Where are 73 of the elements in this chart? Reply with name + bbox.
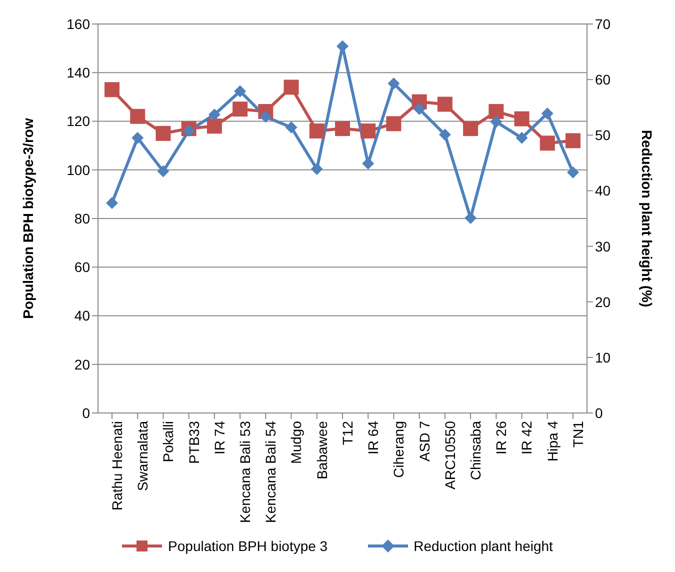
x-tick-label: Hipa 4 xyxy=(544,420,560,462)
y2-tick-label: 0 xyxy=(595,404,603,421)
point xyxy=(388,77,400,90)
x-tick-label: IR 74 xyxy=(211,420,228,454)
x-tick-label: Rathu Heenati xyxy=(108,421,125,511)
x-tick-label: IR 64 xyxy=(365,420,382,454)
point xyxy=(490,116,502,128)
y-axis-title: Population BPH biotype-3/row xyxy=(20,118,36,319)
y2-tick-label: 70 xyxy=(595,16,611,32)
x-tick-label: Kencana Bali 53 xyxy=(236,420,253,523)
x-tick-label: Pokalli xyxy=(160,421,176,462)
point xyxy=(234,85,246,98)
point xyxy=(232,102,248,117)
x-tick-label: ARC10550 xyxy=(442,420,458,490)
point xyxy=(285,121,298,134)
point xyxy=(360,123,376,138)
x-tick-label: Swarnalata xyxy=(134,420,151,492)
point xyxy=(206,118,222,134)
point xyxy=(386,116,402,132)
y2-tick-label: 50 xyxy=(595,127,611,144)
y2-axis-title: Reduction plant height (%) xyxy=(639,130,656,308)
y2-tick-label: 60 xyxy=(595,72,611,88)
x-tick-label: PTB33 xyxy=(186,420,202,464)
y-tick-label: 20 xyxy=(74,356,90,372)
point xyxy=(488,104,504,120)
point xyxy=(516,132,528,144)
point xyxy=(540,136,555,151)
y-tick-label: 140 xyxy=(66,64,90,81)
point xyxy=(260,110,272,123)
x-tick-label: Chinsaba xyxy=(467,420,484,480)
point xyxy=(156,126,171,141)
point xyxy=(514,111,530,126)
y2-tick-label: 10 xyxy=(595,349,611,366)
y-tick-label: 160 xyxy=(66,16,90,32)
point xyxy=(132,132,144,144)
point xyxy=(464,212,477,224)
y-tick-label: 0 xyxy=(82,404,90,421)
y2-tick-label: 40 xyxy=(595,182,611,199)
point xyxy=(438,128,451,141)
point xyxy=(104,82,120,98)
legend-label: Population BPH biotype 3 xyxy=(168,538,328,554)
point xyxy=(182,124,195,137)
x-tick-label: Ciherang xyxy=(390,421,407,478)
x-tick-label: T12 xyxy=(339,420,356,446)
x-tick-label: Babawee xyxy=(314,420,330,480)
y-tick-label: 100 xyxy=(66,162,90,178)
point xyxy=(335,121,350,136)
point xyxy=(567,166,579,178)
point xyxy=(413,103,426,116)
y-tick-label: 40 xyxy=(74,308,90,324)
y-tick-label: 120 xyxy=(66,113,90,130)
point xyxy=(284,80,299,95)
point xyxy=(310,163,323,176)
point xyxy=(208,108,220,121)
point xyxy=(463,121,478,136)
x-tick-label: ASD 7 xyxy=(416,420,432,462)
point xyxy=(309,123,324,138)
y-tick-label: 60 xyxy=(74,259,90,276)
x-tick-label: Kencana Bali 54 xyxy=(262,420,279,523)
x-tick-label: IR 26 xyxy=(493,420,510,454)
point xyxy=(541,107,554,120)
y2-tick-label: 30 xyxy=(595,238,611,254)
point xyxy=(437,96,452,112)
point xyxy=(106,196,118,209)
y-tick-label: 80 xyxy=(74,210,90,226)
point xyxy=(157,165,170,178)
legend-label: Reduction plant height xyxy=(414,538,553,554)
y2-tick-label: 20 xyxy=(595,294,611,310)
x-tick-label: Mudgo xyxy=(288,420,304,464)
point xyxy=(566,133,580,148)
point xyxy=(130,108,146,124)
x-tick-label: IR 42 xyxy=(518,420,535,454)
x-tick-label: TN1 xyxy=(570,420,586,448)
